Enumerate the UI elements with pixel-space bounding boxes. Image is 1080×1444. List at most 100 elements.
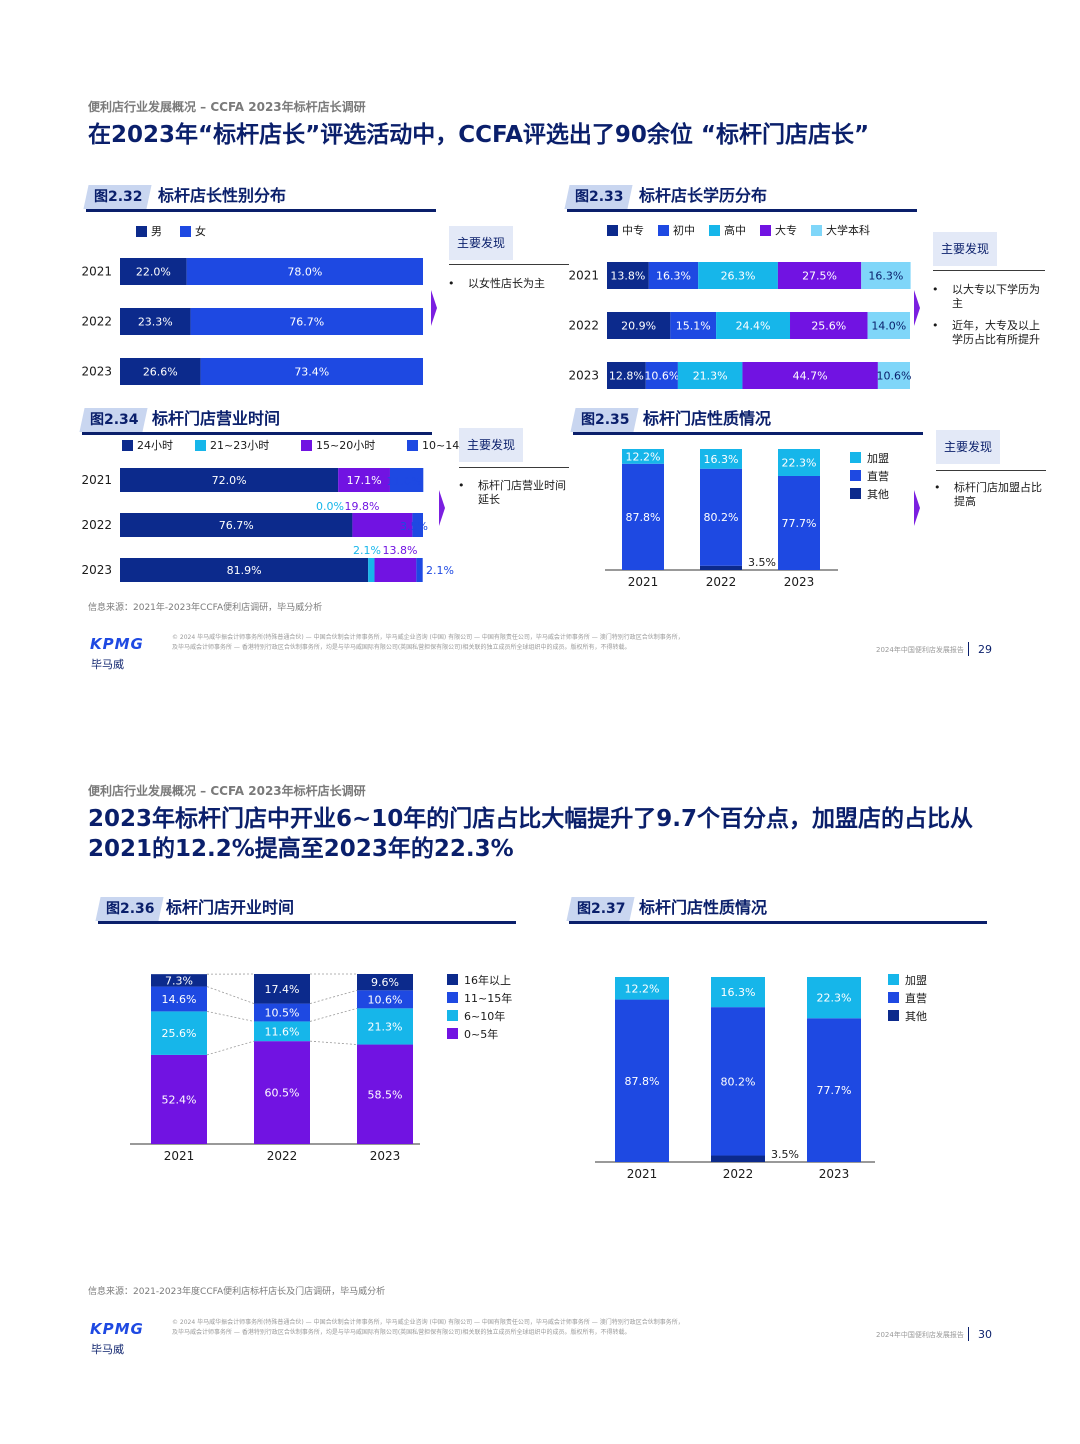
bar-segment: [700, 565, 742, 570]
data-label: 16.3%: [656, 270, 691, 283]
figure-title: 标杆门店开业时间: [166, 898, 295, 917]
finding-item: 近年，大专及以上学历占比有所提升: [928, 319, 1044, 347]
bar-segment: [607, 362, 646, 389]
bar-segment: [254, 1021, 310, 1042]
data-label: 52.4%: [162, 1093, 197, 1106]
bar-segment: [412, 513, 423, 537]
figure-header: 图2.36 标杆门店开业时间: [95, 897, 516, 925]
legend-swatch: [136, 226, 147, 237]
connector-line: [309, 989, 358, 1004]
category-label: 2022: [706, 575, 737, 589]
bar-segment: [622, 449, 664, 464]
data-label: 16.3%: [721, 986, 756, 999]
bar-segment: [352, 513, 413, 537]
legend-label: 15~20小时: [316, 439, 375, 452]
finding-list: 以大专以下学历为主 近年，大专及以上学历占比有所提升: [928, 283, 1044, 355]
report-name: 2024年中国便利店发展报告: [876, 646, 964, 654]
bar-segment: [700, 449, 742, 469]
figure-header: 图2.33 标杆店长学历分布: [564, 185, 917, 213]
bar-segment: [645, 362, 678, 389]
page-divider: [968, 1327, 969, 1341]
legend-swatch: [180, 226, 191, 237]
data-label: 76.7%: [219, 519, 254, 532]
data-label: 10.6%: [876, 370, 911, 383]
legend-swatch: [811, 225, 822, 236]
finding-item: 以大专以下学历为主: [928, 283, 1044, 311]
page-title: 2023年标杆门店中开业6~10年的门店占比大幅提升了9.7个百分点，加盟店的占…: [88, 806, 974, 862]
figure-underline: [573, 432, 923, 435]
data-label: 21.3%: [368, 1020, 403, 1033]
legend-swatch: [301, 440, 312, 451]
bar-segment: [607, 312, 671, 339]
category-label: 2022: [267, 1149, 298, 1163]
legend-label: 大专: [775, 223, 797, 237]
data-label: 10.6%: [644, 370, 679, 383]
bar-segment: [778, 475, 820, 570]
data-label: 26.3%: [721, 270, 756, 283]
data-label: 77.7%: [782, 517, 817, 530]
category-label: 2023: [784, 575, 815, 589]
data-label: 23.3%: [138, 316, 173, 329]
legend-swatch: [850, 452, 861, 463]
data-label: 20.9%: [621, 320, 656, 333]
figure-underline: [98, 921, 516, 924]
figure-header: 图2.35 标杆门店性质情况: [570, 408, 923, 436]
legend-label: 中专: [622, 223, 644, 237]
data-label: 22.3%: [817, 992, 852, 1005]
data-label: 24.4%: [736, 320, 771, 333]
finding-item: 标杆门店加盟占比提高: [930, 481, 1046, 509]
bar-segment: [711, 1007, 765, 1156]
legend-swatch: [888, 992, 899, 1003]
data-label: 12.2%: [626, 450, 661, 463]
legend-label: 直营: [905, 991, 927, 1005]
education-distribution-chart: 中专 初中 高中 大专 大学本科 2021 13.8% 16.3% 26.3% 27.5% 16.3…: [568, 223, 911, 389]
bar-segment: [670, 312, 717, 339]
figure-title: 标杆店长性别分布: [158, 186, 287, 205]
bar-segment: [120, 308, 191, 335]
legend-label: 21~23小时: [210, 439, 269, 452]
kpmg-logo-cn: 毕马威: [91, 658, 124, 671]
copyright-text: © 2024 毕马威华振会计师事务所(特殊普通合伙) — 中国合伙制会计师事务所…: [172, 634, 684, 651]
data-label: 15.1%: [676, 320, 711, 333]
data-label: 0.0%: [316, 500, 344, 513]
category-label: 2021: [81, 473, 112, 487]
category-label: 2023: [370, 1149, 401, 1163]
bar-segment: [700, 468, 742, 566]
legend-swatch: [447, 1010, 458, 1021]
category-label: 2021: [568, 269, 599, 283]
bar-segment: [877, 362, 910, 389]
bar-segment: [790, 312, 868, 339]
data-label: 60.5%: [265, 1087, 300, 1100]
data-label: 78.0%: [287, 266, 322, 279]
arrow-icon: [439, 490, 445, 526]
connector-line: [206, 1011, 255, 1022]
bar-segment: [416, 558, 423, 582]
legend-label: 24小时: [137, 439, 173, 452]
figure-tag: 图2.33: [564, 185, 633, 209]
finding-heading: 主要发现: [459, 428, 524, 462]
bar-segment: [716, 312, 791, 339]
data-label: 19.8%: [345, 500, 380, 513]
category-label: 2023: [81, 365, 112, 379]
legend-swatch: [447, 974, 458, 985]
figure-header: 图2.34 标杆门店营业时间: [79, 408, 432, 436]
category-label: 2022: [81, 518, 112, 532]
kpmg-logo-cn: 毕马威: [91, 1343, 124, 1356]
data-label: 72.0%: [212, 474, 247, 487]
data-label: 3.5%: [771, 1148, 799, 1161]
finding-heading: 主要发现: [449, 226, 514, 260]
bar-segment: [357, 1044, 413, 1144]
legend-label: 6~10年: [464, 1009, 505, 1023]
data-label: 3.5%: [400, 520, 428, 533]
category-label: 2023: [819, 1167, 850, 1181]
bar-segment: [622, 463, 664, 570]
data-label: 10.6%: [368, 993, 403, 1006]
arrow-icon: [914, 490, 920, 526]
page-number: 29: [978, 643, 992, 656]
legend-swatch: [195, 440, 206, 451]
copyright-text: © 2024 毕马威华振会计师事务所(特殊普通合伙) — 中国合伙制会计师事务所…: [172, 1319, 684, 1336]
legend-swatch: [888, 974, 899, 985]
legend-label: 其他: [905, 1010, 927, 1023]
data-label: 81.9%: [227, 564, 262, 577]
